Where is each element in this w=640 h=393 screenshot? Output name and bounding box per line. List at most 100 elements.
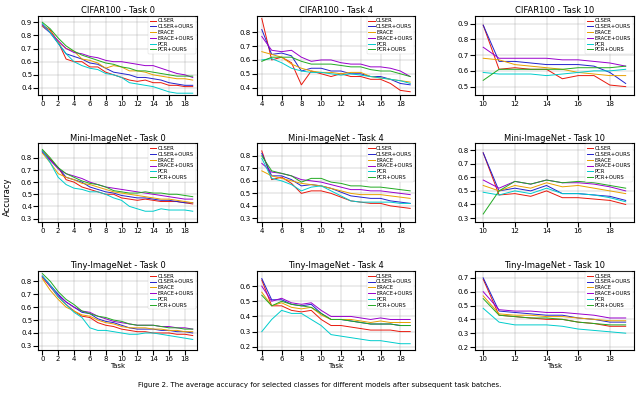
- CLSER: [54, 294, 62, 299]
- ERACE: [406, 80, 414, 84]
- CLSER+OURS: [278, 51, 285, 55]
- CLSER: [165, 83, 173, 88]
- CLSER: [118, 75, 125, 80]
- PCR: [62, 182, 70, 187]
- ERACE+OURS: [511, 179, 518, 184]
- CLSER+OURS: [86, 185, 93, 189]
- ERACE+OURS: [622, 64, 630, 68]
- ERACE+OURS: [357, 62, 365, 66]
- PCR: [367, 74, 374, 79]
- CLSER: [157, 199, 165, 204]
- ERACE+OURS: [157, 66, 165, 71]
- PCR: [357, 200, 365, 204]
- PCR: [606, 329, 614, 334]
- CLSER+OURS: [189, 200, 196, 205]
- ERACE+OURS: [70, 50, 78, 55]
- PCR: [268, 317, 276, 322]
- ERACE+OURS: [387, 317, 394, 322]
- ERACE+OURS: [511, 56, 518, 61]
- PCR+OURS: [622, 64, 630, 68]
- ERACE: [258, 169, 266, 173]
- CLSER: [38, 275, 46, 280]
- PCR+OURS: [109, 62, 117, 67]
- PCR: [181, 208, 189, 212]
- CLSER: [268, 58, 276, 62]
- Line: ERACE: ERACE: [42, 26, 193, 80]
- PCR: [307, 185, 315, 189]
- ERACE: [511, 62, 518, 67]
- PCR: [118, 75, 125, 80]
- CLSER: [387, 204, 394, 208]
- Legend: CLSER, CLSER+OURS, ERACE, ERACE+OURS, PCR, PCR+OURS: CLSER, CLSER+OURS, ERACE, ERACE+OURS, PC…: [367, 17, 414, 54]
- CLSER: [134, 79, 141, 84]
- CLSER+OURS: [38, 149, 46, 154]
- PCR: [54, 294, 62, 299]
- PCR+OURS: [511, 67, 518, 72]
- PCR: [125, 332, 133, 337]
- CLSER+OURS: [62, 51, 70, 56]
- X-axis label: Task: Task: [547, 364, 562, 369]
- PCR+OURS: [102, 315, 109, 320]
- PCR: [396, 342, 404, 346]
- PCR: [173, 208, 180, 212]
- Line: ERACE: ERACE: [483, 296, 626, 321]
- CLSER: [173, 83, 180, 88]
- ERACE: [125, 68, 133, 73]
- ERACE+OURS: [102, 58, 109, 63]
- ERACE+OURS: [287, 300, 295, 305]
- CLSER: [387, 81, 394, 86]
- CLSER: [125, 328, 133, 333]
- PCR: [118, 198, 125, 203]
- PCR+OURS: [86, 55, 93, 60]
- ERACE+OURS: [527, 56, 534, 61]
- ERACE: [377, 75, 385, 80]
- CLSER+OURS: [622, 320, 630, 325]
- CLSER: [396, 205, 404, 209]
- PCR: [287, 182, 295, 187]
- PCR: [109, 196, 117, 200]
- PCR: [622, 67, 630, 72]
- PCR: [377, 75, 385, 80]
- ERACE+OURS: [62, 171, 70, 176]
- CLSER+OURS: [47, 30, 54, 35]
- PCR+OURS: [327, 62, 335, 66]
- PCR+OURS: [307, 62, 315, 66]
- CLSER+OURS: [559, 191, 566, 196]
- CLSER: [278, 55, 285, 60]
- PCR: [347, 335, 355, 340]
- ERACE+OURS: [543, 178, 550, 182]
- ERACE: [327, 70, 335, 75]
- PCR+OURS: [54, 36, 62, 40]
- CLSER+OURS: [606, 194, 614, 199]
- ERACE+OURS: [396, 191, 404, 196]
- ERACE+OURS: [327, 58, 335, 62]
- ERACE: [347, 191, 355, 196]
- PCR+OURS: [387, 69, 394, 73]
- ERACE+OURS: [559, 310, 566, 315]
- ERACE: [511, 313, 518, 318]
- CLSER: [134, 329, 141, 334]
- CLSER: [149, 331, 157, 335]
- PCR: [78, 315, 86, 320]
- CLSER+OURS: [287, 302, 295, 307]
- PCR+OURS: [527, 67, 534, 72]
- ERACE: [70, 309, 78, 313]
- Line: PCR: PCR: [483, 69, 626, 75]
- CLSER: [337, 72, 345, 76]
- ERACE+OURS: [543, 310, 550, 315]
- ERACE: [574, 70, 582, 75]
- PCR+OURS: [317, 176, 325, 181]
- ERACE+OURS: [377, 316, 385, 320]
- PCR+OURS: [367, 185, 374, 189]
- PCR+OURS: [94, 314, 102, 319]
- PCR+OURS: [157, 324, 165, 329]
- CLSER: [298, 191, 305, 196]
- PCR: [258, 58, 266, 62]
- ERACE+OURS: [78, 176, 86, 181]
- ERACE+OURS: [189, 75, 196, 80]
- CLSER+OURS: [141, 327, 149, 331]
- PCR+OURS: [278, 55, 285, 60]
- PCR+OURS: [278, 171, 285, 176]
- PCR: [62, 302, 70, 307]
- PCR: [141, 209, 149, 213]
